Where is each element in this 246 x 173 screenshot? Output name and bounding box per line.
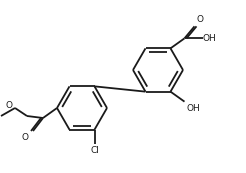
Text: OH: OH [186, 104, 200, 113]
Text: Cl: Cl [90, 146, 99, 155]
Text: O: O [6, 102, 13, 111]
Text: OH: OH [202, 34, 216, 43]
Text: O: O [22, 133, 29, 142]
Text: O: O [197, 15, 203, 24]
